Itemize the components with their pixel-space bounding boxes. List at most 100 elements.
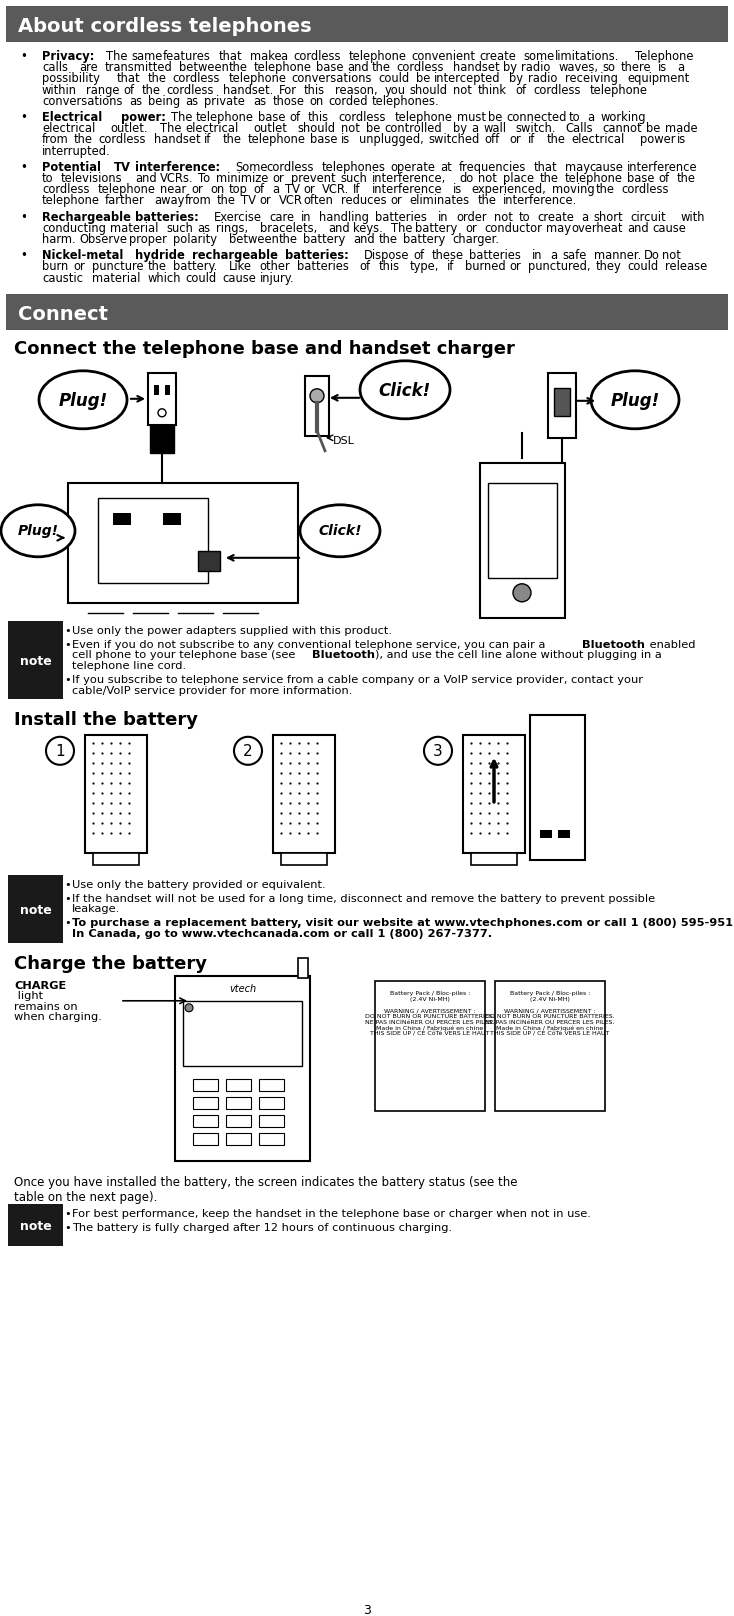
Text: switch.: switch. [515, 123, 556, 136]
Text: between: between [179, 61, 229, 74]
Bar [540, 829, 552, 837]
Text: battery.: battery. [172, 260, 217, 273]
Text: cordless: cordless [172, 73, 220, 86]
Text: 3: 3 [433, 743, 443, 760]
Text: a: a [677, 61, 684, 74]
Text: may: may [546, 221, 571, 234]
Text: could: could [627, 260, 658, 273]
Text: polarity: polarity [172, 233, 217, 246]
Text: be: be [646, 123, 660, 136]
Text: type,: type, [410, 260, 439, 273]
Text: the: the [148, 73, 167, 86]
Bar [165, 385, 170, 394]
Text: within: within [42, 84, 77, 97]
Bar [226, 1079, 251, 1091]
Text: leakage.: leakage. [72, 905, 120, 915]
Text: telephone: telephone [98, 183, 156, 196]
Text: the: the [222, 134, 241, 147]
Text: Nickel-metal: Nickel-metal [42, 249, 123, 262]
Text: is: is [658, 61, 667, 74]
Bar [154, 385, 159, 394]
Text: •: • [20, 210, 27, 223]
Text: interference:: interference: [135, 162, 220, 175]
Text: or: or [303, 183, 315, 196]
Text: from: from [185, 194, 212, 207]
Text: often: often [303, 194, 333, 207]
Text: telephone: telephone [229, 73, 287, 86]
Text: Dispose: Dispose [363, 249, 409, 262]
Bar [480, 462, 565, 617]
Bar [113, 512, 131, 525]
Text: not: not [662, 249, 681, 262]
Text: reason,: reason, [335, 84, 377, 97]
Text: as: as [129, 95, 142, 108]
Bar [193, 1115, 218, 1126]
Text: Observe: Observe [79, 233, 128, 246]
Text: wall: wall [484, 123, 507, 136]
Text: DSL: DSL [333, 436, 355, 446]
Text: made: made [664, 123, 697, 136]
Text: the: the [73, 134, 92, 147]
Text: cell phone to your telephone base (see: cell phone to your telephone base (see [72, 650, 299, 661]
Text: telephones.: telephones. [372, 95, 440, 108]
Text: of: of [658, 171, 669, 184]
Text: manner.: manner. [594, 249, 642, 262]
Text: Rechargeable: Rechargeable [42, 210, 131, 223]
Text: as: as [254, 95, 266, 108]
Text: punctured,: punctured, [528, 260, 590, 273]
Text: the: the [546, 134, 565, 147]
Text: rings,: rings, [217, 221, 248, 234]
Text: of: of [515, 84, 526, 97]
Text: near: near [160, 183, 186, 196]
Text: and: and [347, 61, 368, 74]
Text: Click!: Click! [319, 524, 362, 538]
Text: Like: Like [229, 260, 252, 273]
Bar [98, 498, 208, 583]
Text: harm.: harm. [42, 233, 76, 246]
Bar [175, 976, 310, 1160]
Text: outlet: outlet [254, 123, 288, 136]
Ellipse shape [39, 370, 127, 428]
Text: and: and [353, 233, 375, 246]
Text: Plug!: Plug! [611, 391, 660, 410]
Bar [259, 1115, 284, 1126]
Text: telephone: telephone [247, 134, 305, 147]
Text: be: be [415, 73, 430, 86]
Text: conversations: conversations [291, 73, 371, 86]
Text: are: are [79, 61, 98, 74]
Bar [259, 1097, 284, 1109]
Text: the: the [596, 183, 615, 196]
Bar [495, 981, 605, 1110]
Bar [226, 1133, 251, 1144]
Text: battery: battery [415, 221, 458, 234]
Text: telephone: telephone [349, 50, 407, 63]
Bar [8, 874, 63, 942]
Text: batteries:: batteries: [135, 210, 199, 223]
Text: puncture: puncture [92, 260, 143, 273]
Text: to: to [518, 210, 530, 223]
Text: so: so [603, 61, 615, 74]
Text: telephone: telephone [565, 171, 623, 184]
Text: If you subscribe to telephone service from a cable company or a VoIP service pro: If you subscribe to telephone service fr… [72, 675, 643, 685]
Circle shape [185, 1004, 193, 1012]
Text: private: private [204, 95, 244, 108]
Text: interrupted.: interrupted. [42, 144, 111, 158]
Text: or: or [509, 260, 520, 273]
Text: be: be [366, 123, 380, 136]
Text: should: should [410, 84, 447, 97]
Text: such: such [167, 221, 193, 234]
Text: Electrical: Electrical [42, 112, 102, 124]
Text: The: The [170, 112, 192, 124]
Text: TV: TV [241, 194, 256, 207]
Text: conductor: conductor [484, 221, 542, 234]
Text: if: if [446, 260, 454, 273]
Text: other: other [260, 260, 291, 273]
Text: enabled: enabled [646, 640, 696, 650]
Text: by: by [453, 123, 467, 136]
Text: controlled: controlled [385, 123, 442, 136]
Text: handset: handset [154, 134, 200, 147]
Bar [8, 621, 63, 698]
Text: make: make [250, 50, 281, 63]
Text: cordless: cordless [338, 112, 386, 124]
Text: and: and [328, 221, 350, 234]
